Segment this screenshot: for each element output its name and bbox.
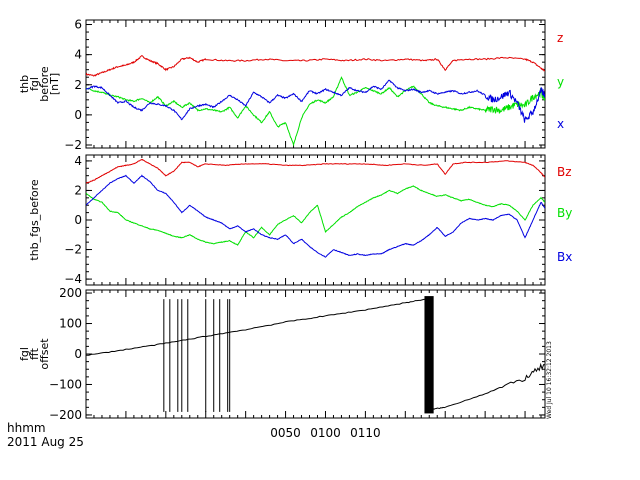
y-axis-label: [nT] xyxy=(48,73,61,95)
dense-oscillation-block xyxy=(424,296,434,414)
y-tick-label: −2 xyxy=(64,138,82,152)
y-tick-label: 4 xyxy=(74,48,82,62)
time-unit-label: hhmm xyxy=(7,421,46,435)
series-line xyxy=(86,79,545,123)
legend-label: By xyxy=(557,206,572,220)
y-axis-label: thb xyxy=(18,75,31,93)
y-tick-label: 6 xyxy=(74,18,82,32)
legend-label: Bx xyxy=(557,250,572,264)
series-line xyxy=(429,362,545,410)
panel-2: −4 −2 0 2 4 thb_fgs_before Bz By Bx xyxy=(28,154,572,286)
y-tick-label: 2 xyxy=(74,183,82,197)
y-tick-label: 0 xyxy=(74,108,82,122)
date-label: 2011 Aug 25 xyxy=(7,435,84,449)
x-tick-label: 0110 xyxy=(350,426,381,440)
series-line-segment xyxy=(86,297,429,356)
y-axis-label: offset xyxy=(38,338,51,370)
panel-data xyxy=(86,296,545,414)
legend-label: Bz xyxy=(557,165,572,179)
series-line xyxy=(86,158,545,184)
y-tick-label: −100 xyxy=(49,377,82,391)
y-axis-label: fgl xyxy=(28,77,41,91)
y-tick-label: 0 xyxy=(74,347,82,361)
panel-data xyxy=(86,55,545,147)
series-line xyxy=(86,76,545,147)
y-axis-label: thb_fgs_before xyxy=(28,179,41,260)
legend-label: x xyxy=(557,117,564,131)
y-axis-label: before xyxy=(38,66,51,102)
series-line xyxy=(86,185,545,246)
y-tick-label: 100 xyxy=(59,317,82,331)
series-line xyxy=(86,55,545,77)
y-tick-label: −4 xyxy=(64,272,82,286)
x-tick-label: 0100 xyxy=(310,426,341,440)
y-tick-label: 0 xyxy=(74,213,82,227)
timestamp: Wed Jul 10 16:32:12 2013 xyxy=(546,341,553,419)
legend-label: z xyxy=(557,31,563,45)
y-axis-label: fgl xyxy=(18,347,31,361)
y-axis-label: fft xyxy=(28,347,41,360)
panel-frame xyxy=(85,289,546,419)
y-tick-label: 2 xyxy=(74,78,82,92)
y-tick-label: −2 xyxy=(64,243,82,257)
y-tick-label: 200 xyxy=(59,286,82,300)
legend-label: y xyxy=(557,75,564,89)
y-tick-label: −200 xyxy=(49,408,82,422)
panel-data xyxy=(86,158,545,258)
panel-frame xyxy=(85,19,546,149)
series-line xyxy=(86,174,545,258)
x-tick-label: 0050 xyxy=(270,426,301,440)
y-tick-label: 4 xyxy=(74,154,82,168)
